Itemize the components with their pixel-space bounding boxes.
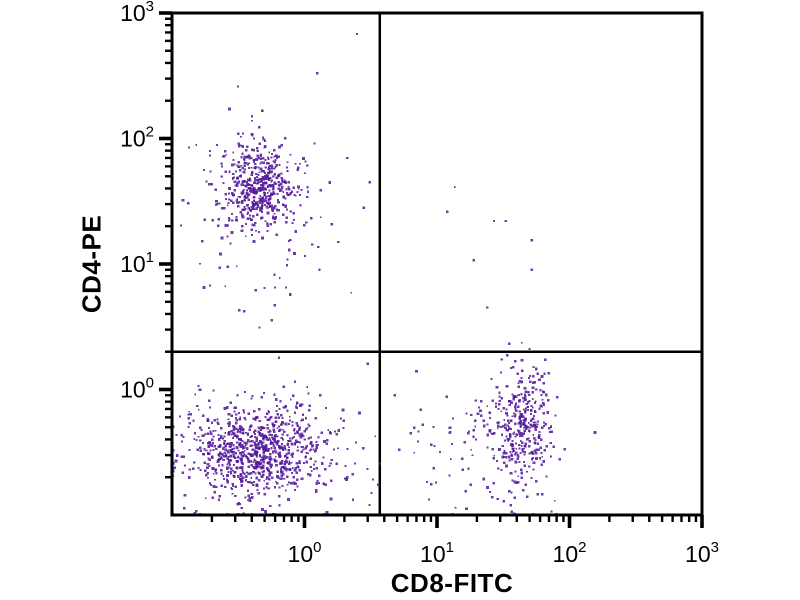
x-tick-label: 100 [288, 539, 322, 567]
y-tick-label: 100 [120, 375, 154, 403]
y-axis-title: CD4-PE [76, 214, 107, 314]
x-tick-label: 102 [553, 539, 587, 567]
data-points [171, 33, 597, 516]
x-axis-title: CD8-FITC [390, 568, 514, 598]
x-tick-label: 103 [685, 539, 719, 567]
quadrant-gates [172, 13, 702, 515]
y-tick-label: 102 [120, 124, 154, 152]
plot-border [170, 11, 704, 517]
y-tick-label: 103 [120, 0, 154, 26]
y-tick-label: 101 [120, 249, 154, 277]
x-tick-label: 101 [420, 539, 454, 567]
axis-ticks [159, 11, 704, 528]
